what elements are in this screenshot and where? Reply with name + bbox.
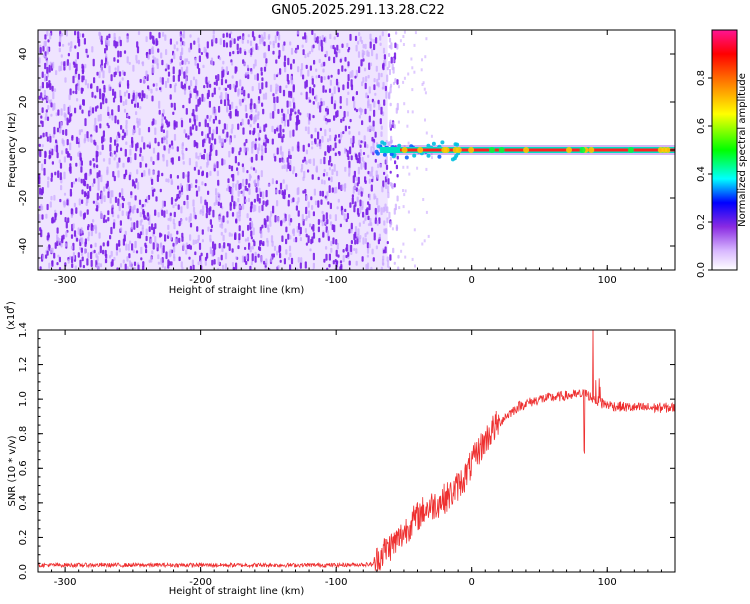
spectrogram-ytick-label: 40 (18, 48, 29, 61)
snr-xtick-label: -200 (189, 577, 212, 588)
spectrogram-xlabel: Height of straight line (km) (169, 285, 305, 296)
noise-speckle (38, 30, 433, 270)
snr-xlabel: Height of straight line (km) (169, 586, 305, 597)
noise-background (38, 30, 388, 270)
spectrogram-xtick-label: -300 (54, 275, 77, 286)
snr-scale-prefix: (x10 (6, 307, 17, 330)
colorbar-tick-label: 0.0 (696, 262, 707, 278)
spectrogram-plot-area (38, 30, 675, 270)
snr-plot-area (38, 330, 675, 572)
snr-ytick-label: 0.6 (18, 460, 29, 476)
snr-scale-suffix: ) (6, 301, 17, 305)
figure-title: GN05.2025.291.13.28.C22 (271, 3, 445, 18)
snr-ytick-label: 1.2 (18, 357, 29, 373)
snr-panel: -300 -200 -100 0 100 0.0 0.2 0.4 0.6 0.8 1.0 1.2 1.4… (3, 301, 676, 597)
snr-ylabel: SNR (10 * v/v) (7, 435, 18, 506)
snr-xtick-label: 100 (598, 577, 617, 588)
spectrogram-ytick-label: 0 (18, 147, 29, 153)
spectrogram-xtick-label: -100 (325, 275, 348, 286)
colorbar-tick-label: 0.4 (696, 166, 707, 182)
spectrogram-xtick-label: -200 (189, 275, 212, 286)
snr-scale-exponent: 4 (3, 305, 11, 310)
snr-xtick-label: -300 (54, 577, 77, 588)
snr-ytick-label: 1.4 (18, 322, 29, 338)
snr-ytick-label: 0.8 (18, 426, 29, 442)
snr-ytick-label: 0.4 (18, 495, 29, 511)
colorbar-gradient (711, 29, 738, 271)
colorbar-tick-label: 0.6 (696, 118, 707, 134)
spectrogram-ytick-label: 20 (18, 96, 29, 109)
snr-xtick-label: 0 (469, 577, 475, 588)
spectrogram-xtick-label: 100 (598, 275, 617, 286)
spectrogram-xtick-label: 0 (469, 275, 475, 286)
colorbar-tick-label: 0.8 (696, 70, 707, 86)
signal-core (400, 148, 675, 152)
colorbar: 0.0 0.2 0.4 0.6 0.8 Normalized spectral ampli… (696, 29, 748, 278)
snr-frame (37, 329, 676, 573)
snr-ytick-label: 0.0 (18, 564, 29, 580)
snr-xtick-label: -100 (325, 577, 348, 588)
signal-line (374, 140, 675, 162)
colorbar-tick-label: 0.2 (696, 214, 707, 230)
spectrogram-ytick-label: -20 (18, 190, 29, 206)
spectrogram-ylabel: Frequency (Hz) (7, 112, 18, 188)
colorbar-label: Normalized spectral amplitude (737, 73, 748, 227)
snr-ytick-label: 0.2 (18, 529, 29, 545)
snr-ytick-label: 1.0 (18, 391, 29, 407)
spectrogram-ytick-label: -40 (18, 238, 29, 254)
snr-series-line (38, 330, 675, 572)
